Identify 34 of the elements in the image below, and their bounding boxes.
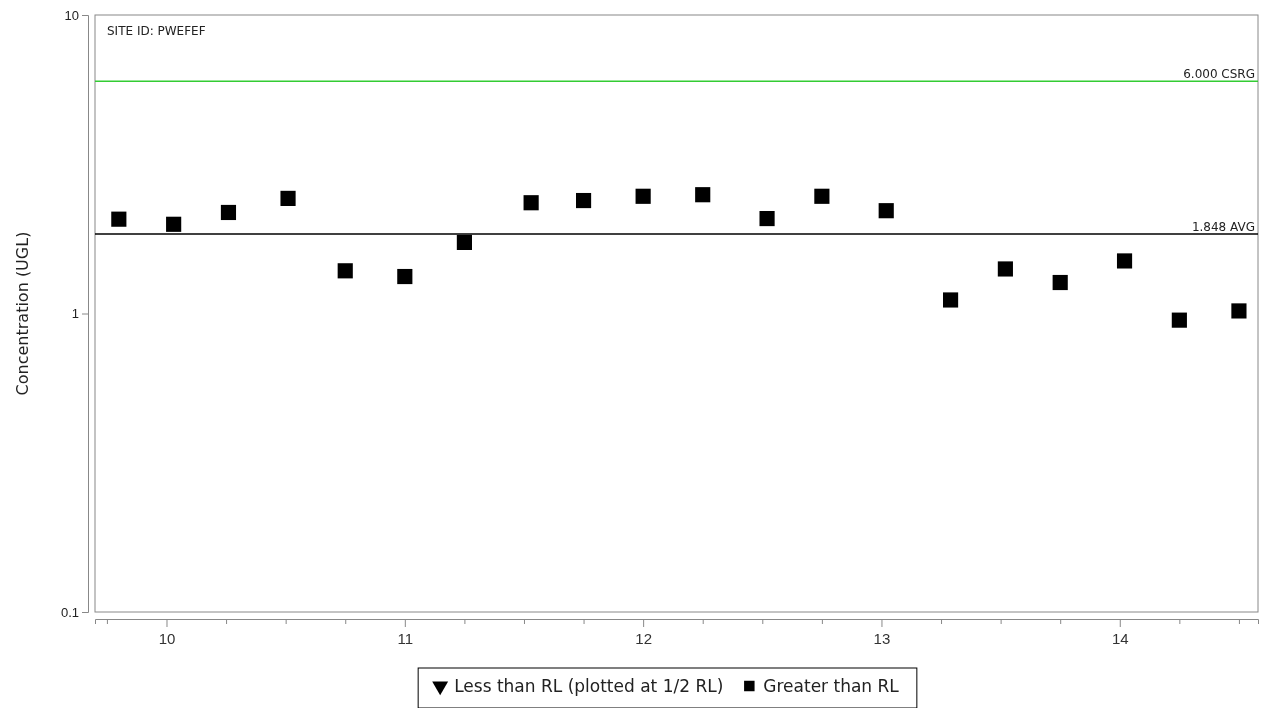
point	[337, 263, 353, 279]
annotation: SITE ID: PWEFEF	[107, 24, 206, 38]
point	[814, 188, 830, 204]
point	[1116, 253, 1133, 269]
ref-line-label: 1.848 AVG	[1191, 219, 1255, 234]
point	[1231, 303, 1247, 319]
point	[397, 268, 413, 285]
ref-line-label: 6.000 CSRG	[1183, 67, 1255, 82]
point	[575, 192, 592, 209]
x-tick-label: 12	[635, 629, 652, 647]
x-tick-label: 10	[158, 629, 176, 647]
point	[111, 211, 127, 227]
point	[695, 187, 711, 203]
x-tick-label: 11	[397, 629, 414, 647]
point	[280, 190, 296, 206]
x-tick-label: 14	[1111, 629, 1129, 647]
y-tick-label: 1	[71, 306, 79, 322]
point	[220, 204, 237, 221]
y-tick-label: 0.1	[60, 604, 79, 620]
point	[523, 195, 539, 211]
point	[997, 261, 1013, 277]
x-tick-label: 13	[873, 629, 891, 647]
y-tick-label: 10	[64, 7, 79, 23]
y-axis-title: Concentration (UGL)	[13, 231, 32, 396]
point	[456, 234, 472, 251]
legend-label: Less than RL (plotted at 1/2 RL)	[454, 676, 724, 696]
point	[635, 188, 651, 204]
point	[759, 210, 775, 227]
point	[1171, 312, 1187, 328]
point	[942, 292, 959, 308]
point	[878, 203, 894, 219]
point	[1052, 274, 1068, 291]
point	[166, 216, 182, 232]
legend-label: Greater than RL	[763, 676, 900, 696]
